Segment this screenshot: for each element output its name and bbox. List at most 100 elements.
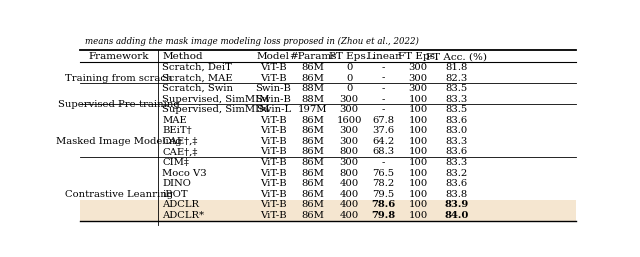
Text: 0: 0 <box>346 74 352 82</box>
Text: 86M: 86M <box>301 126 324 135</box>
Text: iBOT: iBOT <box>163 190 188 199</box>
Text: 78.6: 78.6 <box>371 200 396 209</box>
Text: 800: 800 <box>339 169 358 178</box>
Text: 83.9: 83.9 <box>444 200 468 209</box>
Text: Swin-B: Swin-B <box>255 84 291 93</box>
Text: 83.6: 83.6 <box>445 148 468 157</box>
Text: Supervised, SimMIM: Supervised, SimMIM <box>163 105 269 114</box>
Text: ViT-B: ViT-B <box>260 200 287 209</box>
Text: Scratch, Swin: Scratch, Swin <box>163 84 234 93</box>
Bar <box>80 200 576 210</box>
Text: -: - <box>381 63 385 72</box>
Text: -: - <box>381 95 385 104</box>
Text: 88M: 88M <box>301 84 324 93</box>
Text: CIM‡: CIM‡ <box>163 158 189 167</box>
Text: 0: 0 <box>346 63 352 72</box>
Text: ViT-B: ViT-B <box>260 158 287 167</box>
Text: 86M: 86M <box>301 211 324 220</box>
Text: 86M: 86M <box>301 63 324 72</box>
Text: ADCLR: ADCLR <box>163 200 199 209</box>
Text: 100: 100 <box>408 126 428 135</box>
Text: CAE†,‡: CAE†,‡ <box>163 137 198 146</box>
Text: Supervised Pre-training: Supervised Pre-training <box>58 100 180 109</box>
Text: CAE†,‡: CAE†,‡ <box>163 148 198 157</box>
Text: 100: 100 <box>408 158 428 167</box>
Text: ViT-B: ViT-B <box>260 190 287 199</box>
Text: FT Eps.: FT Eps. <box>398 52 438 61</box>
Text: ViT-B: ViT-B <box>260 211 287 220</box>
Text: Supervised, SimMIM: Supervised, SimMIM <box>163 95 269 104</box>
Text: 0: 0 <box>346 84 352 93</box>
Text: 300: 300 <box>339 158 358 167</box>
Text: Scratch, DeiT: Scratch, DeiT <box>163 63 232 72</box>
Text: 300: 300 <box>339 137 358 146</box>
Text: 100: 100 <box>408 169 428 178</box>
Text: ViT-B: ViT-B <box>260 137 287 146</box>
Text: 800: 800 <box>339 148 358 157</box>
Text: 86M: 86M <box>301 179 324 188</box>
Text: 68.3: 68.3 <box>372 148 394 157</box>
Text: 76.5: 76.5 <box>372 169 394 178</box>
Text: 83.2: 83.2 <box>445 169 468 178</box>
Text: 100: 100 <box>408 211 428 220</box>
Text: 300: 300 <box>339 95 358 104</box>
Text: 400: 400 <box>339 211 358 220</box>
Text: Swin-B: Swin-B <box>255 95 291 104</box>
Text: Scratch, MAE: Scratch, MAE <box>163 74 233 82</box>
Text: 64.2: 64.2 <box>372 137 394 146</box>
Text: Model: Model <box>257 52 290 61</box>
Text: Moco V3: Moco V3 <box>163 169 207 178</box>
Text: ViT-B: ViT-B <box>260 116 287 125</box>
Text: ViT-B: ViT-B <box>260 169 287 178</box>
Text: 82.3: 82.3 <box>445 74 468 82</box>
Text: Training from scrach: Training from scrach <box>65 74 173 82</box>
Text: ViT-B: ViT-B <box>260 63 287 72</box>
Text: 86M: 86M <box>301 74 324 82</box>
Text: 300: 300 <box>408 84 428 93</box>
Text: 83.3: 83.3 <box>445 95 468 104</box>
Text: ADCLR*: ADCLR* <box>163 211 204 220</box>
Text: 83.3: 83.3 <box>445 158 468 167</box>
Text: 300: 300 <box>408 63 428 72</box>
Text: 86M: 86M <box>301 137 324 146</box>
Text: 86M: 86M <box>301 158 324 167</box>
Text: PT Eps.: PT Eps. <box>329 52 369 61</box>
Text: 100: 100 <box>408 190 428 199</box>
Text: 88M: 88M <box>301 95 324 104</box>
Text: 83.5: 83.5 <box>445 84 468 93</box>
Text: 300: 300 <box>339 126 358 135</box>
Text: 79.8: 79.8 <box>371 211 396 220</box>
Text: 400: 400 <box>339 200 358 209</box>
Text: Contrastive Leanring: Contrastive Leanring <box>65 190 173 199</box>
Text: 300: 300 <box>339 105 358 114</box>
Text: ViT-B: ViT-B <box>260 74 287 82</box>
Text: ViT-B: ViT-B <box>260 148 287 157</box>
Text: Masked Image Modeling: Masked Image Modeling <box>56 137 182 146</box>
Text: 86M: 86M <box>301 116 324 125</box>
Text: 100: 100 <box>408 137 428 146</box>
Text: 37.6: 37.6 <box>372 126 394 135</box>
Text: 83.8: 83.8 <box>445 190 468 199</box>
Text: MAE: MAE <box>163 116 187 125</box>
Text: 83.6: 83.6 <box>445 179 468 188</box>
Text: 100: 100 <box>408 200 428 209</box>
Text: Linear: Linear <box>366 52 401 61</box>
Text: Framework: Framework <box>89 52 149 61</box>
Text: 83.3: 83.3 <box>445 137 468 146</box>
Text: 83.6: 83.6 <box>445 116 468 125</box>
Text: 100: 100 <box>408 95 428 104</box>
Text: BEiT†: BEiT† <box>163 126 192 135</box>
Text: 67.8: 67.8 <box>372 116 394 125</box>
Text: ViT-B: ViT-B <box>260 126 287 135</box>
Text: -: - <box>381 74 385 82</box>
Text: 100: 100 <box>408 148 428 157</box>
Text: 300: 300 <box>408 74 428 82</box>
Text: -: - <box>381 84 385 93</box>
Bar <box>80 210 576 221</box>
Text: -: - <box>381 105 385 114</box>
Text: 400: 400 <box>339 179 358 188</box>
Text: 197M: 197M <box>298 105 328 114</box>
Text: 83.5: 83.5 <box>445 105 468 114</box>
Text: Swin-L: Swin-L <box>256 105 291 114</box>
Text: 86M: 86M <box>301 200 324 209</box>
